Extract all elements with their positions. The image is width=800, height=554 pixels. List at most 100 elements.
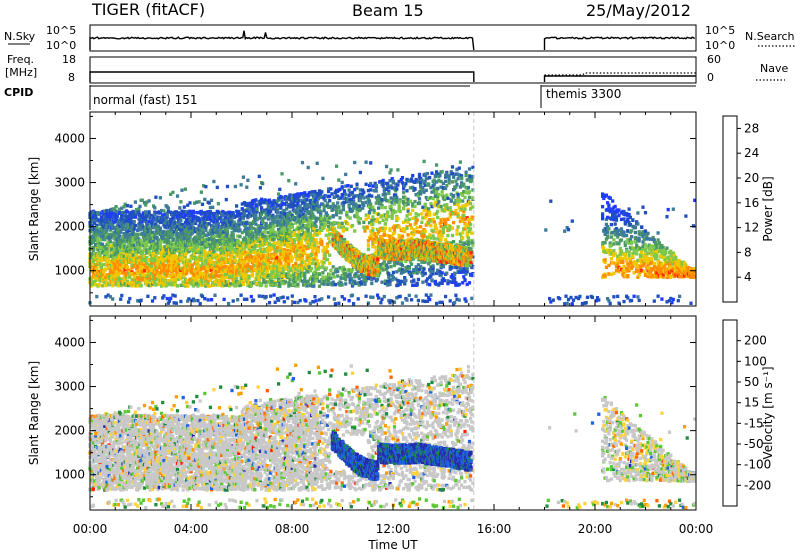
rti-cell — [315, 241, 319, 245]
rti-cell — [203, 221, 207, 226]
rti-cell — [239, 183, 243, 187]
rti-cell — [148, 229, 152, 233]
rti-cell — [249, 266, 253, 270]
rti-cell — [295, 211, 299, 215]
rti-cell — [171, 190, 175, 195]
cpid-mode-normal: normal (fast) 151 — [93, 93, 197, 107]
rti-cell — [254, 222, 258, 226]
rti-cell — [324, 248, 328, 252]
rti-cell — [214, 234, 218, 238]
rti-cell — [324, 266, 328, 270]
rti-cell — [264, 280, 268, 284]
rti-cell — [240, 280, 244, 284]
rti-cell — [156, 277, 160, 282]
freq-trace — [89, 71, 696, 82]
rti-cell — [263, 208, 267, 212]
rti-cell — [207, 284, 211, 288]
rti-cell — [115, 228, 119, 233]
rti-cell — [217, 258, 222, 262]
rti-cell — [288, 282, 292, 286]
rti-cell — [200, 238, 205, 242]
rti-cell — [349, 184, 353, 188]
rti-cell — [214, 247, 218, 252]
rti-cell — [136, 299, 140, 303]
rti-cell — [348, 280, 352, 285]
rti-cell — [147, 199, 151, 203]
rti-cell — [272, 245, 276, 249]
rti-cell — [248, 221, 252, 226]
rti-cell — [153, 212, 157, 217]
rti-cell — [147, 219, 151, 224]
rti-cell — [246, 203, 250, 207]
rti-cell — [324, 194, 328, 198]
rti-cell — [172, 258, 176, 262]
nsky-trace — [89, 30, 696, 51]
rti-cell — [336, 269, 340, 274]
rti-cell — [153, 260, 157, 264]
rti-cell — [120, 218, 124, 222]
nsky-panel: N.Sky 10^5 10^0 10^5 10^0 N.Search — [4, 24, 795, 52]
rti-cell — [319, 195, 323, 200]
rti-cell — [190, 222, 194, 226]
rti-cell — [277, 192, 281, 196]
rti-cell — [303, 277, 307, 281]
rti-cell — [327, 276, 331, 281]
rti-cell — [256, 238, 260, 242]
rti-cell — [121, 271, 125, 275]
rti-cell — [167, 264, 172, 268]
rti-cell — [328, 216, 332, 220]
rti-cell — [135, 260, 139, 264]
rti-cell — [348, 199, 352, 204]
rti-cell — [180, 250, 184, 254]
rti-cell — [124, 275, 128, 279]
rti-cell — [117, 240, 122, 244]
rti-cell — [197, 200, 201, 204]
rti-cell — [202, 184, 206, 188]
rti-cell — [320, 222, 324, 227]
rti-cell — [139, 284, 143, 288]
rti-cell — [128, 250, 132, 255]
rti-cell — [215, 274, 219, 278]
rti-cell — [203, 249, 207, 253]
rti-cell — [94, 283, 98, 287]
rti-cell — [128, 246, 132, 250]
rti-cell — [281, 267, 285, 271]
rti-cell — [313, 192, 317, 196]
rti-cell — [314, 299, 318, 303]
rti-cell — [198, 226, 202, 230]
rti-cell — [107, 283, 111, 287]
rti-cell — [112, 255, 116, 260]
rti-cell — [255, 277, 259, 282]
rti-cell — [299, 240, 303, 244]
rti-cell — [175, 238, 180, 242]
rti-cell — [249, 249, 253, 253]
rti-cell — [241, 175, 245, 179]
rti-cell — [125, 273, 130, 277]
rti-cell — [350, 293, 355, 297]
rti-cell — [335, 164, 339, 168]
rti-cell — [106, 214, 110, 219]
rti-cell — [205, 270, 209, 274]
rti-cell — [166, 246, 170, 250]
rti-cell — [144, 217, 148, 221]
rti-cell — [331, 215, 335, 219]
rti-cell — [254, 250, 258, 254]
rti-cell — [120, 277, 124, 281]
rti-cell — [121, 225, 125, 229]
rti-cell — [252, 250, 256, 255]
rti-cell — [354, 203, 358, 207]
rti-cell — [248, 214, 252, 218]
rti-cell — [321, 271, 325, 275]
rti-cell — [332, 220, 336, 225]
rti-cell — [192, 298, 197, 303]
rti-cell — [240, 211, 244, 216]
rti-cell — [171, 256, 175, 260]
rti-cell — [179, 299, 183, 304]
rti-cell — [173, 260, 177, 264]
rti-cell — [236, 298, 240, 302]
rti-cell — [227, 280, 231, 284]
rti-cell — [155, 211, 159, 215]
rti-cell — [89, 230, 93, 234]
rti-cell — [335, 213, 339, 217]
rti-cell — [149, 258, 153, 263]
